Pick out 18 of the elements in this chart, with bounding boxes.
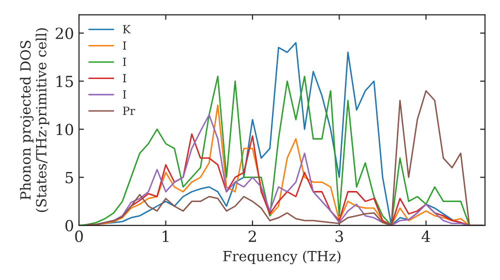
legend-label: I: [122, 90, 126, 99]
x-tick-label: 2: [248, 230, 256, 242]
y-tick-label: 10: [56, 124, 74, 136]
legend-label: I: [122, 74, 126, 82]
x-axis-title: Frequency (THz): [223, 250, 340, 264]
y-axis-title: Phonon projected DOS (States/THz·primitive cell): [20, 28, 50, 212]
legend-label: I: [122, 41, 126, 50]
y-tick-label: 0: [65, 220, 74, 232]
y-tick-label: 5: [66, 172, 73, 184]
y-tick-label: 15: [56, 76, 73, 88]
x-tick-label: 1: [162, 230, 168, 242]
legend-label: Pr: [122, 106, 136, 115]
legend-label: K: [122, 25, 131, 34]
x-tick-label: 0: [75, 230, 83, 242]
y-tick-label: 20: [56, 28, 74, 40]
legend-label: I: [122, 58, 126, 66]
x-tick-label: 4: [422, 230, 430, 242]
x-tick-label: 3: [336, 230, 343, 242]
